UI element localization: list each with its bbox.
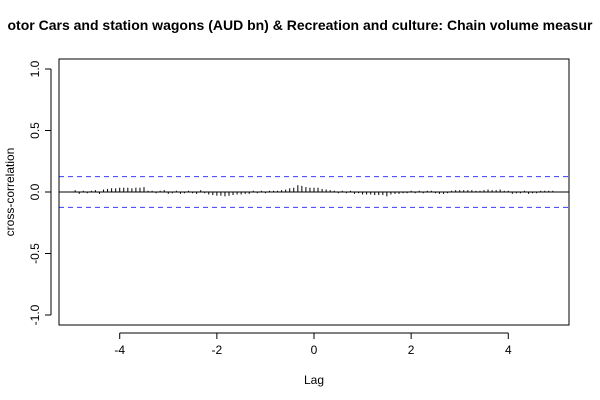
x-tick-label: 4: [505, 343, 512, 357]
plot-frame: [58, 58, 570, 326]
x-tick-label: 0: [311, 343, 318, 357]
y-tick-label: 0.0: [28, 183, 42, 200]
y-tick-label: 0.5: [28, 122, 42, 139]
plot-area: [59, 176, 569, 208]
y-tick-label: -1.0: [28, 304, 42, 325]
x-axis-label: Lag: [304, 373, 324, 387]
x-tick-label: -2: [212, 343, 223, 357]
y-tick-label: 1.0: [28, 60, 42, 77]
y-axis: -1.0 -0.5 0.0 0.5 1.0: [28, 60, 52, 325]
x-axis: -4 -2 0 2 4: [114, 332, 512, 357]
y-tick-label: -0.5: [28, 243, 42, 264]
x-tick-label: 2: [408, 343, 415, 357]
y-axis-label: cross-correlation: [3, 148, 17, 237]
chart-title: otor Cars and station wagons (AUD bn) & …: [8, 17, 594, 33]
x-tick-label: -4: [114, 343, 125, 357]
